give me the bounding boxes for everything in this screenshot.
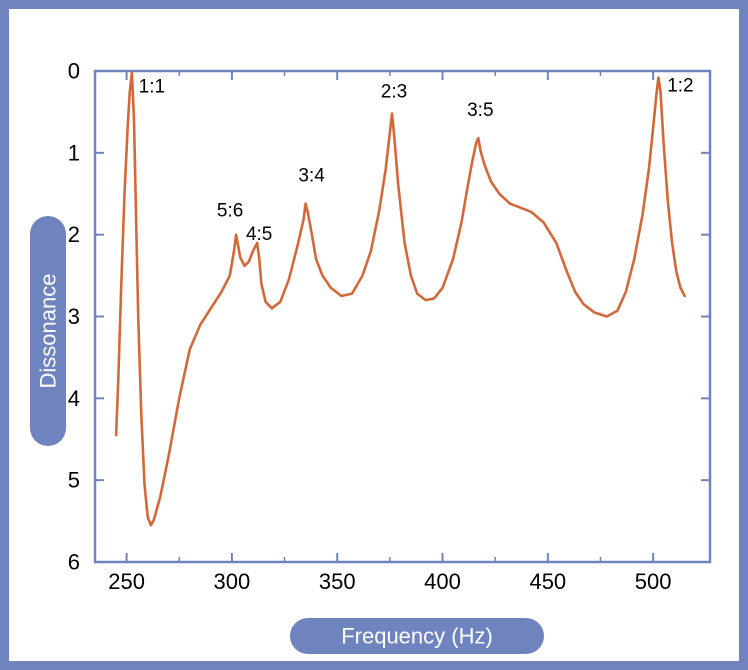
y-axis-pill-background [30, 216, 66, 446]
dissonance-curve [114, 71, 687, 527]
ratio-label: 3:5 [467, 100, 493, 121]
axes: 250 300 350 400 450 500 0 1 2 3 4 5 6 [68, 59, 712, 594]
x-tick-label: 300 [214, 569, 251, 594]
ratio-label: 5:6 [217, 201, 243, 222]
y-tick-label: 0 [68, 59, 80, 84]
x-axis-label: Frequency (Hz) [341, 624, 493, 649]
y-axis-label: Dissonance [36, 274, 61, 389]
y-tick-label: 2 [68, 222, 80, 247]
y-tick-label: 1 [68, 140, 80, 165]
ratio-label: 3:4 [298, 166, 325, 187]
y-tick-label: 3 [68, 304, 80, 329]
y-tick-label: 6 [68, 550, 80, 575]
series-layer [114, 71, 687, 527]
plot-border [93, 69, 712, 564]
y-axis-pill: Dissonance [30, 216, 66, 446]
x-tick-label: 250 [108, 569, 145, 594]
annotation-layer: 1:1 5:64:5 3:4 2:3 3:5 1:2 [139, 76, 694, 245]
y-tick-label: 4 [68, 386, 80, 411]
x-tick-label: 400 [424, 569, 461, 594]
ratio-label: 1:1 [139, 77, 165, 98]
ratio-label: 2:3 [381, 82, 407, 103]
x-axis-pill: Frequency (Hz) [290, 618, 544, 654]
x-tick-label: 450 [529, 569, 566, 594]
y-tick-label: 5 [68, 468, 80, 493]
ratio-label: 1:2 [667, 76, 693, 97]
ratio-label: 4:5 [246, 224, 272, 245]
x-axis-pill-background [290, 618, 544, 654]
x-tick-label: 350 [319, 569, 356, 594]
x-tick-label: 500 [635, 569, 672, 594]
